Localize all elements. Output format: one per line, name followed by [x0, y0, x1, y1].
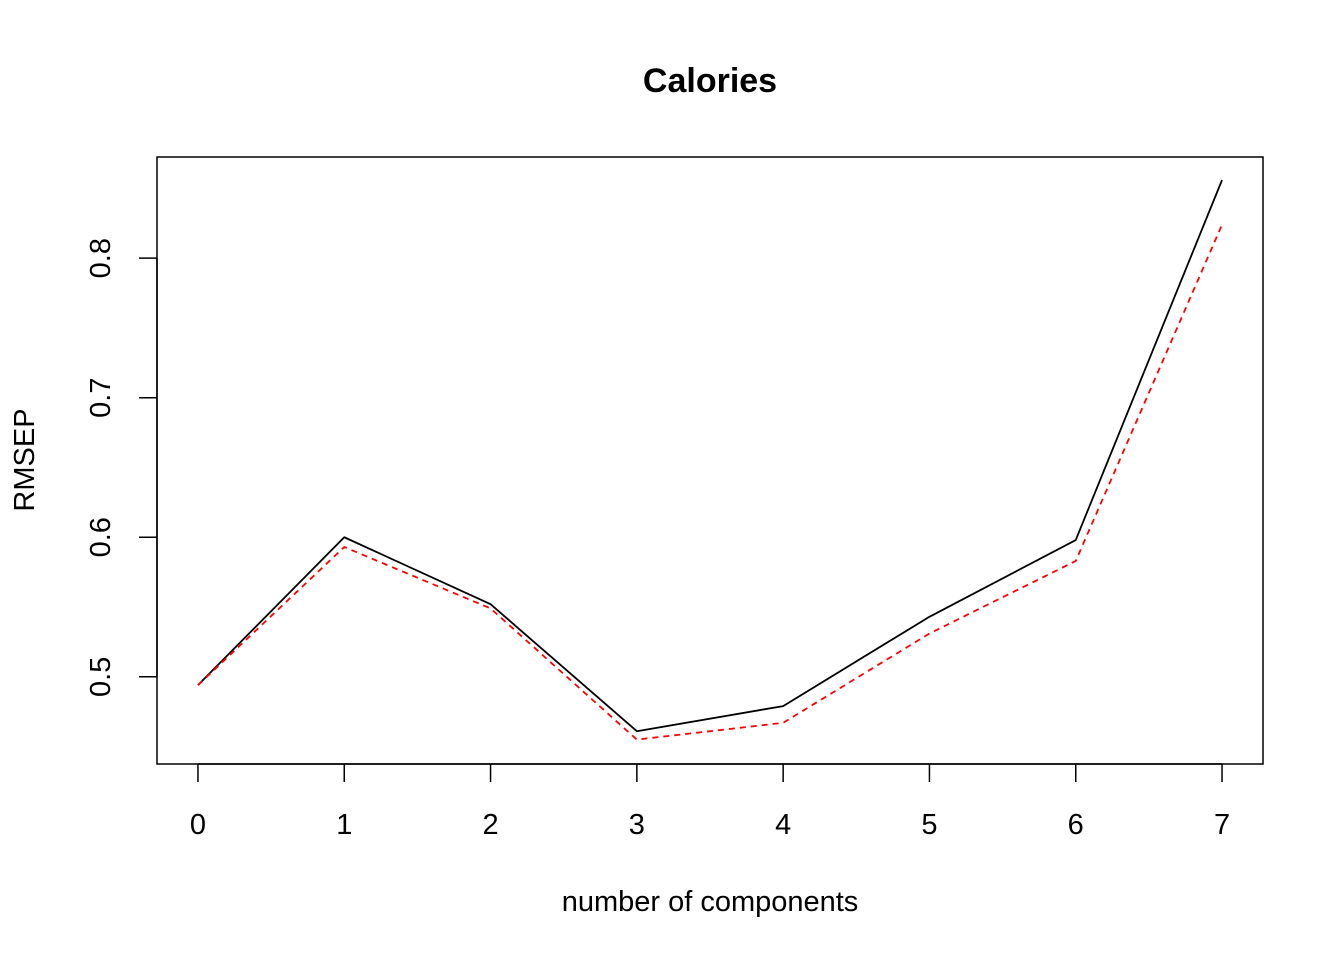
x-tick-label: 6	[1068, 809, 1084, 841]
x-tick-label: 4	[775, 809, 791, 841]
y-axis: 0.5 0.6 0.7 0.8	[85, 238, 158, 697]
y-tick-label: 0.8	[85, 238, 117, 278]
series-line-1	[197, 179, 1223, 733]
x-axis: 0 1 2 3 4 5 6 7	[190, 763, 1230, 841]
y-tick-label: 0.5	[85, 657, 117, 697]
x-tick-label: 2	[482, 809, 498, 841]
plot-frame	[156, 156, 1264, 765]
x-axis-label: number of components	[562, 886, 859, 918]
y-axis-label: RMSEP	[9, 408, 41, 511]
y-tick-label: 0.6	[85, 517, 117, 557]
series-line-2	[197, 224, 1223, 741]
x-tick-label: 1	[336, 809, 352, 841]
x-tick-label: 3	[629, 809, 645, 841]
x-tick-label: 5	[921, 809, 937, 841]
x-tick-label: 7	[1214, 809, 1230, 841]
x-tick-label: 0	[190, 809, 206, 841]
y-tick-label: 0.7	[85, 378, 117, 418]
chart-title: Calories	[643, 62, 777, 100]
series-layer	[197, 179, 1223, 741]
